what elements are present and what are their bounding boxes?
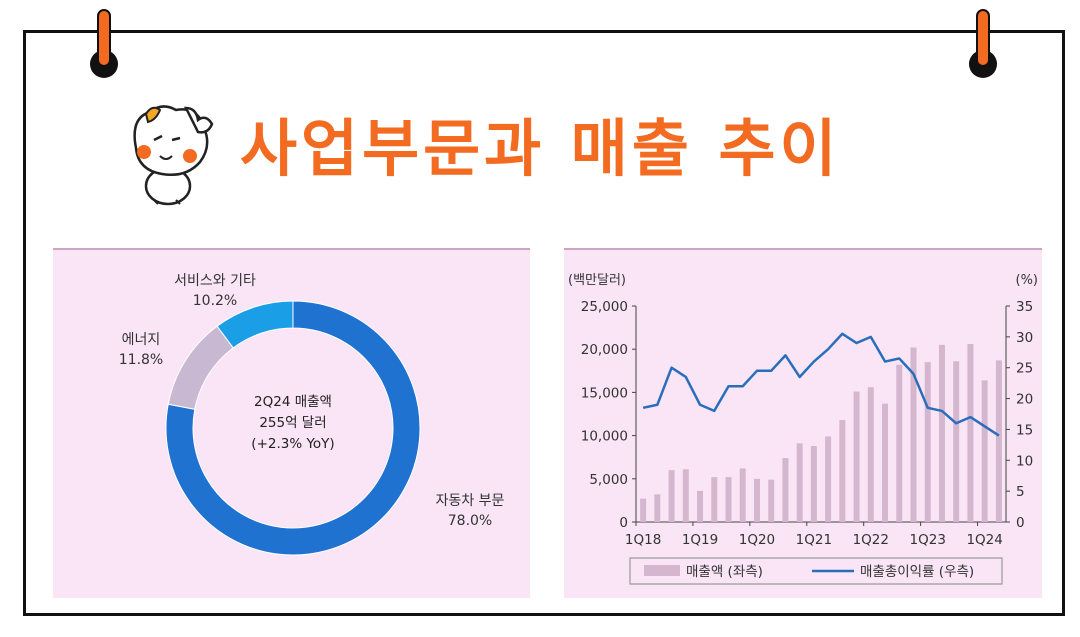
revenue-bar	[981, 380, 988, 522]
right-tick-label: 10	[1016, 453, 1033, 469]
left-tick-label: 5,000	[589, 472, 628, 488]
right-tick-label: 25	[1016, 361, 1033, 377]
revenue-bar	[640, 498, 647, 522]
revenue-bar	[924, 362, 931, 522]
revenue-bar	[654, 494, 661, 522]
donut-center-text: 2Q24 매출액 255억 달러 (+2.3% YoY)	[233, 392, 353, 455]
x-tick-label: 1Q19	[682, 532, 718, 548]
revenue-bar	[853, 391, 860, 522]
x-tick-label: 1Q21	[796, 532, 832, 548]
right-tick-label: 30	[1016, 330, 1033, 346]
donut-slice	[167, 325, 234, 410]
donut-label-auto: 자동차 부문 78.0%	[420, 491, 520, 531]
right-tick-label: 15	[1016, 422, 1033, 438]
segment-value: 78.0%	[447, 513, 493, 529]
revenue-bar	[953, 361, 960, 522]
left-tick-label: 25,000	[581, 299, 628, 315]
revenue-bar	[967, 344, 974, 522]
revenue-bar	[697, 490, 704, 522]
legend-box	[629, 557, 1003, 585]
revenue-bar	[810, 445, 817, 522]
x-tick-label: 1Q20	[739, 532, 775, 548]
left-tick-label: 10,000	[581, 429, 628, 445]
x-tick-label: 1Q24	[966, 532, 1002, 548]
divider	[564, 248, 1042, 250]
revenue-bar	[796, 443, 803, 522]
x-tick-label: 1Q23	[910, 532, 946, 548]
legend-label-margin: 매출총이익률 (우측)	[860, 564, 974, 580]
revenue-bar	[682, 469, 689, 522]
revenue-bar	[825, 436, 832, 522]
x-tick-label: 1Q18	[625, 532, 661, 548]
legend-bar-swatch	[644, 565, 680, 576]
left-tick-label: 20,000	[581, 342, 628, 358]
cat-mascot-icon	[133, 105, 214, 206]
segment-value: 10.2%	[192, 293, 238, 309]
combo-chart-panel	[564, 248, 1042, 598]
donut-center-line: (+2.3% YoY)	[251, 436, 335, 452]
legend-label-revenue: 매출액 (좌측)	[686, 564, 763, 580]
page-title: 사업부문과 매출 추이	[240, 112, 841, 185]
donut-slice	[165, 300, 421, 556]
donut-center-line: 2Q24 매출액	[254, 394, 332, 410]
right-tick-label: 35	[1016, 299, 1033, 315]
right-tick-label: 5	[1016, 484, 1025, 500]
segment-name: 에너지	[121, 332, 161, 348]
left-axis-unit: (백만달러)	[568, 273, 626, 288]
segment-name: 자동차 부문	[435, 493, 505, 509]
revenue-bar	[753, 478, 760, 522]
divider	[53, 248, 530, 250]
revenue-bar	[711, 477, 718, 522]
revenue-bar	[896, 364, 903, 522]
chart-legend: 매출액 (좌측) 매출총이익률 (우측)	[629, 557, 1003, 585]
revenue-bar	[768, 479, 775, 522]
donut-label-services: 서비스와 기타 10.2%	[160, 271, 270, 311]
left-tick-label: 0	[619, 515, 628, 531]
revenue-bar	[739, 468, 746, 522]
pin-left-icon	[90, 9, 118, 78]
revenue-bar	[668, 470, 675, 522]
revenue-bar	[938, 344, 945, 522]
segment-name: 서비스와 기타	[174, 273, 256, 289]
revenue-bar	[839, 420, 846, 522]
segment-value: 11.8%	[118, 352, 164, 368]
revenue-bar	[867, 387, 874, 522]
margin-line	[642, 332, 1000, 437]
revenue-margin-chart: (백만달러) (%) 0 5,000 10,000 15,000 20,000 25,000 0…	[568, 273, 1039, 585]
right-tick-label: 0	[1016, 515, 1025, 531]
revenue-bar	[995, 360, 1002, 522]
donut-label-energy: 에너지 11.8%	[111, 330, 171, 370]
right-tick-label: 20	[1016, 392, 1033, 408]
pin-right-icon	[969, 9, 997, 78]
revenue-bar	[725, 477, 732, 522]
left-tick-label: 15,000	[581, 385, 628, 401]
revenue-bar	[882, 403, 889, 522]
x-tick-label: 1Q22	[853, 532, 889, 548]
donut-center-line: 255억 달러	[259, 415, 327, 431]
donut-slice	[216, 300, 294, 349]
donut-chart	[165, 300, 421, 556]
revenue-bar	[782, 458, 789, 522]
revenue-bar	[910, 347, 917, 522]
right-axis-unit: (%)	[1016, 273, 1039, 288]
